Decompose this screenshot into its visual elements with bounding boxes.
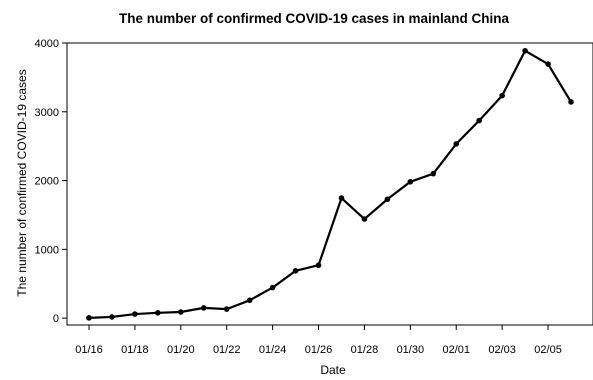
data-point [384,196,391,203]
x-tick-label: 02/01 [442,344,470,356]
data-point [453,141,460,147]
data-point [223,306,230,312]
x-tick-label: 01/20 [167,344,195,356]
series-points [86,47,574,321]
y-tick-label: 3000 [35,107,59,119]
x-axis: 01/16 01/18 01/20 01/22 01/24 01/26 01/28 01/30… [75,325,562,356]
x-tick-label: 01/18 [121,344,149,356]
data-point [132,311,138,317]
y-axis-label: The number of confirmed COVID-19 cases [15,69,29,296]
data-point [361,216,368,222]
data-point [155,310,161,316]
y-axis: 0 1000 2000 3000 4000 [35,38,67,325]
x-tick-label: 01/30 [397,344,425,356]
data-point [86,315,92,321]
x-tick-label: 02/03 [488,344,516,356]
chart-title: The number of confirmed COVID-19 cases i… [119,11,510,26]
x-tick-label: 01/22 [213,344,241,356]
data-point [269,284,276,291]
y-tick-label: 2000 [35,176,59,188]
data-point [522,47,528,54]
data-point [200,305,207,311]
data-point [315,262,322,269]
data-point [568,99,574,105]
data-point [338,195,345,201]
plot-area-frame [66,42,593,326]
x-tick-label: 01/16 [75,344,103,356]
y-tick-label: 1000 [35,244,59,256]
x-tick-label: 01/24 [259,344,287,356]
data-point [178,309,184,315]
x-axis-label: Date [320,363,346,377]
y-tick-label: 4000 [35,38,59,50]
x-tick-label: 02/05 [534,344,562,356]
data-point [407,179,414,185]
y-tick-label: 0 [53,313,59,325]
x-tick-label: 01/26 [305,344,333,356]
series-line [88,49,572,319]
data-point [292,268,299,274]
data-point [109,314,115,320]
data-point [246,297,253,304]
data-point [476,117,482,124]
data-point [545,61,551,67]
x-tick-label: 01/28 [351,344,379,356]
data-point [430,170,437,177]
data-point [499,92,505,99]
